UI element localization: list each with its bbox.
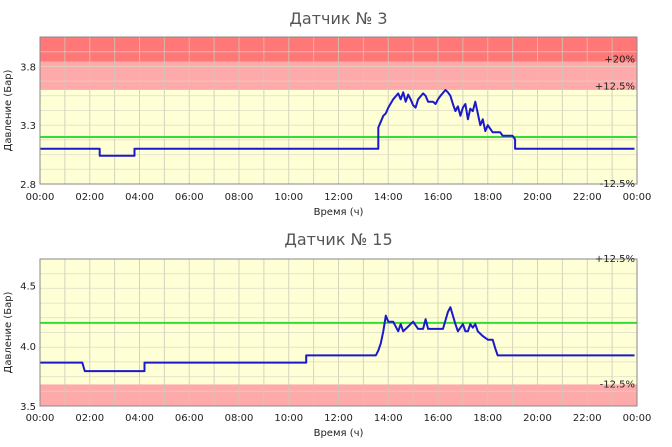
chart1-plot-frame xyxy=(39,36,638,185)
chart1-y-axis-label: Давление (Бар) xyxy=(3,69,14,151)
chart1-x-axis-label: Время (ч) xyxy=(314,207,364,218)
chart2-x-tick-label: 10:00 xyxy=(274,413,303,424)
chart2-x-tick-label: 00:00 xyxy=(26,413,55,424)
chart2-title: Датчик № 15 xyxy=(284,230,392,249)
chart1-x-tick-label: 08:00 xyxy=(225,192,254,203)
chart2-y-tick-label: 4.0 xyxy=(20,342,36,353)
chart1-x-tick-label: 00:00 xyxy=(26,192,55,203)
chart2-x-tick-label: 14:00 xyxy=(374,413,403,424)
chart1-x-tick-label: 12:00 xyxy=(324,192,353,203)
chart1-x-tick-label: 00:00 xyxy=(623,192,652,203)
chart1-x-tick-label: 22:00 xyxy=(573,192,602,203)
chart2-series-line-0 xyxy=(40,306,635,373)
chart2-y-tick-label: 4.5 xyxy=(20,282,36,293)
chart2-x-tick-label: 18:00 xyxy=(473,413,502,424)
chart2-x-tick-label: 04:00 xyxy=(125,413,154,424)
chart1-series-line-0 xyxy=(40,88,635,157)
chart1-y-tick-label: 3.3 xyxy=(20,121,36,132)
chart2-x-axis-label: Время (ч) xyxy=(314,428,364,439)
chart1-zone-label: -12.5% xyxy=(600,179,635,190)
chart1-zone-label: +20% xyxy=(604,54,635,65)
chart2-x-tick-label: 02:00 xyxy=(75,413,104,424)
chart1-zone-label: +12.5% xyxy=(595,81,635,92)
chart1-x-tick-label: 02:00 xyxy=(75,192,104,203)
chart2-y-axis-label: Давление (Бар) xyxy=(3,291,14,373)
chart1-x-tick-label: 20:00 xyxy=(523,192,552,203)
chart2-x-tick-label: 06:00 xyxy=(175,413,204,424)
chart2-x-tick-label: 16:00 xyxy=(424,413,453,424)
chart1-x-tick-label: 14:00 xyxy=(374,192,403,203)
chart2-x-tick-label: 00:00 xyxy=(623,413,652,424)
chart2-x-tick-label: 20:00 xyxy=(523,413,552,424)
chart1-x-tick-label: 04:00 xyxy=(125,192,154,203)
chart1-y-tick-label: 2.8 xyxy=(20,180,36,191)
chart1-x-tick-label: 10:00 xyxy=(274,192,303,203)
chart1-x-tick-label: 16:00 xyxy=(424,192,453,203)
chart2-group: Датчик № 15 3.5 4.0 4.5 00:00 02:00 04:00 06:00… xyxy=(3,230,651,439)
chart1-title: Датчик № 3 xyxy=(289,9,387,28)
chart2-x-tick-label: 08:00 xyxy=(225,413,254,424)
chart1-x-tick-label: 06:00 xyxy=(175,192,204,203)
chart2-y-tick-label: 3.5 xyxy=(20,402,36,413)
chart2-x-tick-label: 12:00 xyxy=(324,413,353,424)
chart2-zone-label: -12.5% xyxy=(600,379,635,390)
chart1-group: Датчик № 3 2.8 3.3 3.8 00:00 02:00 04:00 06:00 0… xyxy=(3,9,651,218)
chart2-x-tick-label: 22:00 xyxy=(573,413,602,424)
chart2-plot-frame xyxy=(39,258,638,407)
chart1-x-tick-label: 18:00 xyxy=(473,192,502,203)
chart1-y-tick-label: 3.8 xyxy=(20,62,36,73)
chart2-zone-label: +12.5% xyxy=(595,254,635,265)
